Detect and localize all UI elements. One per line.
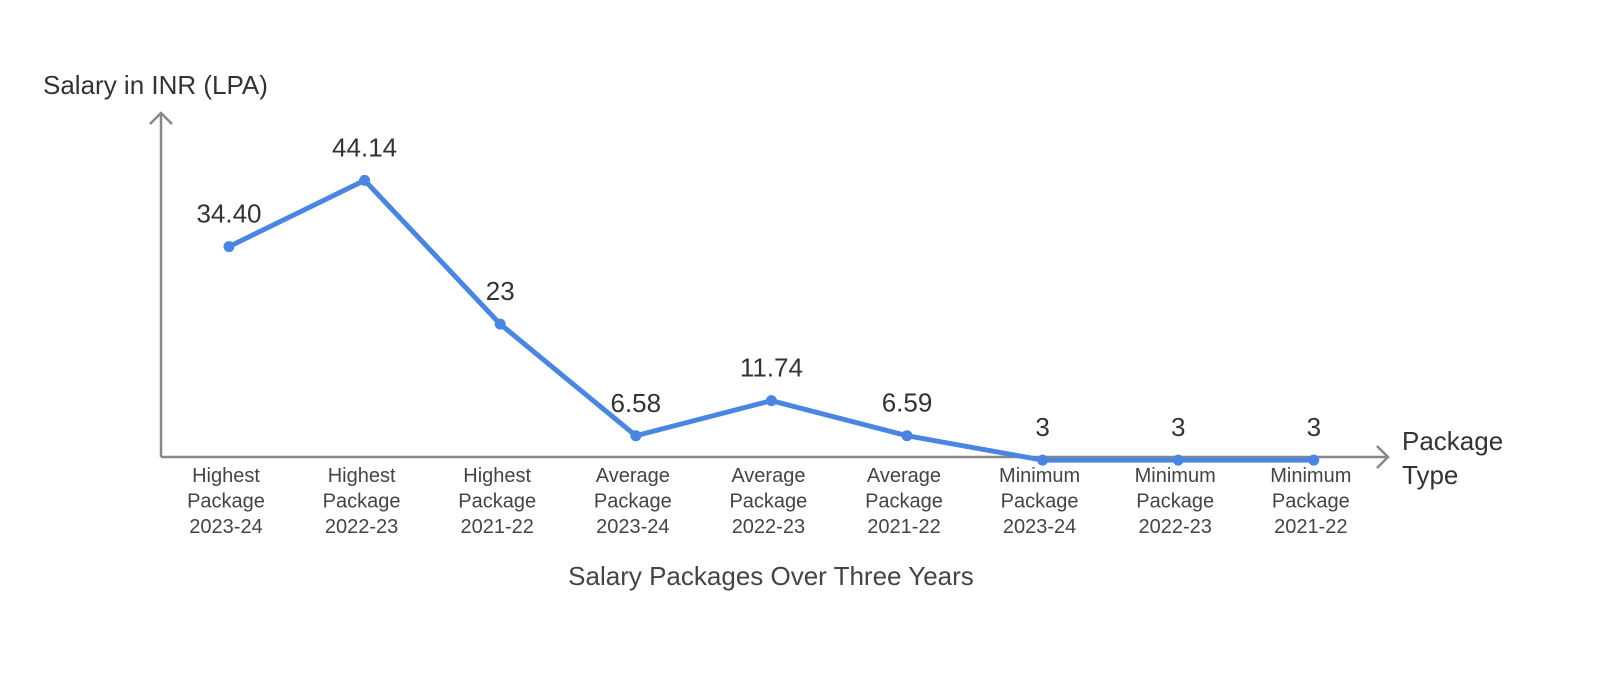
data-point — [901, 430, 913, 442]
x-tick-label-line: Highest — [192, 465, 260, 487]
x-tick-label: Average Package 2023-24 — [594, 465, 672, 538]
x-tick-label: Average Package 2022-23 — [729, 465, 807, 538]
x-tick-label-line: Minimum — [999, 465, 1080, 487]
x-tick-label: Highest Package 2023-24 — [187, 465, 265, 538]
x-tick-label-line: Average — [731, 465, 805, 487]
data-label: 6.59 — [882, 388, 933, 418]
data-label: 3 — [1171, 412, 1185, 442]
series — [223, 174, 1320, 466]
x-tick-label: Average Package 2021-22 — [865, 465, 943, 538]
x-tick-label-line: Package — [1136, 491, 1214, 513]
x-tick-label-line: 2023-24 — [189, 516, 262, 538]
data-label: 23 — [486, 276, 515, 306]
data-point — [494, 318, 506, 330]
x-tick-label-line: Package — [594, 491, 672, 513]
data-label: 11.74 — [740, 353, 803, 383]
data-point — [765, 395, 777, 407]
chart-title: Salary Packages Over Three Years — [568, 561, 974, 591]
data-label: 3 — [1307, 412, 1321, 442]
x-tick-label-line: 2022-23 — [325, 516, 398, 538]
axes — [149, 111, 1390, 469]
x-tick-label-line: Package — [865, 491, 943, 513]
data-label: 6.58 — [610, 388, 661, 418]
x-tick-label-line: Highest — [328, 465, 396, 487]
y-axis-arrow — [149, 111, 173, 125]
data-label: 44.14 — [332, 132, 397, 162]
labels: Salary in INR (LPA) Package Type Salary Pac… — [43, 70, 1503, 591]
data-point — [359, 174, 371, 186]
x-tick-label-line: 2022-23 — [1138, 516, 1211, 538]
x-tick-label-line: Average — [867, 465, 941, 487]
data-label: 3 — [1035, 412, 1049, 442]
data-point — [1172, 454, 1184, 466]
x-tick-label-line: Package — [1272, 491, 1350, 513]
x-tick-label-line: Package — [458, 491, 536, 513]
x-axis-title-line: Type — [1402, 460, 1458, 490]
series-line — [226, 177, 1317, 463]
data-point — [1037, 454, 1049, 466]
x-tick-label-line: 2021-22 — [1274, 516, 1347, 538]
x-tick-label-line: 2021-22 — [867, 516, 940, 538]
x-tick-label-line: 2021-22 — [460, 516, 533, 538]
x-tick-label: Minimum Package 2021-22 — [1270, 465, 1351, 538]
x-tick-label-line: Average — [596, 465, 670, 487]
x-tick-label-line: Package — [187, 491, 265, 513]
x-tick-label-line: Minimum — [1135, 465, 1216, 487]
x-tick-label-line: 2023-24 — [596, 516, 669, 538]
x-tick-label-line: 2023-24 — [1003, 516, 1076, 538]
x-axis-title: Package Type — [1402, 426, 1503, 490]
x-axis-arrow — [1376, 445, 1390, 469]
data-point — [223, 241, 235, 253]
x-tick-label-line: Package — [729, 491, 807, 513]
x-tick-label: Minimum Package 2023-24 — [999, 465, 1080, 538]
x-tick-label-line: Package — [323, 491, 401, 513]
x-axis-title-line: Package — [1402, 426, 1503, 456]
x-tick-label: Minimum Package 2022-23 — [1135, 465, 1216, 538]
x-tick-label-line: Minimum — [1270, 465, 1351, 487]
y-axis-title: Salary in INR (LPA) — [43, 70, 268, 100]
data-point — [630, 430, 642, 442]
x-tick-label: Highest Package 2022-23 — [323, 465, 401, 538]
data-label: 34.40 — [196, 199, 261, 229]
x-tick-label-line: 2022-23 — [732, 516, 805, 538]
x-tick-label-line: Package — [1001, 491, 1079, 513]
data-point — [1308, 454, 1320, 466]
x-tick-label: Highest Package 2021-22 — [458, 465, 536, 538]
x-tick-label-line: Highest — [463, 465, 531, 487]
